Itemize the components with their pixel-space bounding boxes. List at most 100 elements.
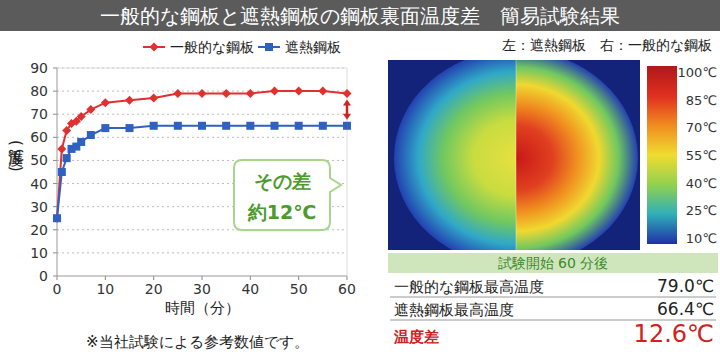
x-tick bbox=[153, 276, 154, 280]
row-label: 一般的な鋼板最高温度 bbox=[394, 278, 544, 296]
condition: 試験開始 60 分後 bbox=[498, 255, 609, 271]
annotation: 約12℃ bbox=[247, 201, 316, 223]
row-value: 12.6℃ bbox=[634, 320, 714, 348]
row-value: 79.0℃ bbox=[657, 276, 714, 296]
data-point bbox=[198, 122, 206, 130]
data-point bbox=[198, 89, 207, 98]
x-tick bbox=[250, 276, 251, 280]
data-point bbox=[295, 122, 303, 130]
condition-band bbox=[388, 253, 718, 273]
x-tick-label: 0 bbox=[53, 281, 62, 297]
y-tick-label: 20 bbox=[30, 222, 48, 238]
thermal-caption: 左：遮熱鋼板 右：一般的な鋼板 bbox=[502, 37, 712, 53]
row-rule bbox=[390, 297, 716, 298]
plot-frame bbox=[57, 68, 347, 69]
plot-frame bbox=[347, 68, 348, 276]
data-point bbox=[222, 122, 230, 130]
y-tick bbox=[53, 91, 57, 92]
y-tick-label: 0 bbox=[39, 268, 48, 284]
y-tick-label: 10 bbox=[30, 245, 48, 261]
data-point bbox=[62, 126, 71, 135]
x-tick bbox=[202, 276, 203, 280]
y-tick bbox=[53, 229, 57, 230]
data-point bbox=[150, 122, 158, 130]
data-point bbox=[53, 214, 61, 222]
annotation: その差 bbox=[254, 170, 311, 192]
arrow-head bbox=[343, 114, 351, 120]
data-point bbox=[318, 87, 327, 96]
legend-label: 遮熱鋼板 bbox=[285, 39, 341, 55]
thermal-divider bbox=[516, 60, 517, 250]
data-point bbox=[173, 89, 182, 98]
data-point bbox=[58, 168, 66, 176]
x-axis-label: 時間（分） bbox=[165, 299, 240, 317]
legend-label: 一般的な鋼板 bbox=[170, 39, 254, 55]
row-label: 温度差 bbox=[393, 328, 439, 346]
data-point bbox=[343, 122, 351, 130]
colorbar-label: 10℃ bbox=[686, 231, 717, 246]
colorbar-label: 70℃ bbox=[686, 120, 717, 135]
y-axis bbox=[57, 68, 58, 276]
y-axis-label: 温度(℃) bbox=[6, 138, 25, 173]
grid-line bbox=[57, 252, 347, 253]
x-tick bbox=[105, 276, 106, 280]
data-point bbox=[77, 112, 86, 121]
data-point bbox=[319, 122, 327, 130]
x-tick-label: 60 bbox=[338, 281, 356, 297]
x-tick bbox=[57, 276, 58, 280]
y-tick bbox=[53, 183, 57, 184]
colorbar-label: 25℃ bbox=[686, 203, 717, 218]
y-tick-label: 30 bbox=[30, 199, 48, 215]
legend-marker bbox=[265, 43, 273, 51]
y-tick bbox=[53, 137, 57, 138]
y-tick bbox=[53, 206, 57, 207]
data-point bbox=[57, 144, 66, 153]
data-point bbox=[101, 124, 109, 132]
grid-line bbox=[57, 137, 347, 138]
row-value: 66.4℃ bbox=[657, 299, 714, 319]
x-axis bbox=[57, 276, 347, 277]
y-tick bbox=[53, 160, 57, 161]
data-point bbox=[343, 89, 352, 98]
grid-line bbox=[57, 68, 347, 69]
y-tick bbox=[53, 252, 57, 253]
data-point bbox=[53, 214, 62, 223]
y-tick bbox=[53, 114, 57, 115]
data-point bbox=[126, 124, 134, 132]
x-tick bbox=[298, 276, 299, 280]
plot-marks bbox=[53, 87, 352, 223]
y-tick-label: 70 bbox=[30, 106, 48, 122]
x-tick-label: 20 bbox=[145, 281, 163, 297]
data-point bbox=[101, 98, 110, 107]
data-point bbox=[77, 138, 85, 146]
data-point bbox=[246, 122, 254, 130]
data-point bbox=[86, 105, 95, 114]
y-tick-label: 80 bbox=[30, 83, 48, 99]
data-point bbox=[294, 87, 303, 96]
row-label: 遮熱鋼板最高温度 bbox=[394, 301, 514, 319]
header-band bbox=[0, 0, 720, 31]
footnote: ※当社試験による参考数値です。 bbox=[86, 333, 309, 351]
data-point bbox=[63, 154, 71, 162]
y-tick-label: 60 bbox=[30, 129, 48, 145]
data-point bbox=[270, 87, 279, 96]
x-tick-label: 10 bbox=[96, 281, 114, 297]
colorbar-label: 85℃ bbox=[686, 93, 717, 108]
grid-line bbox=[57, 114, 347, 115]
colorbar-label: 100℃ bbox=[678, 65, 717, 80]
colorbar bbox=[647, 66, 677, 244]
data-point bbox=[149, 94, 158, 103]
y-tick bbox=[53, 276, 57, 277]
colorbar-label: 55℃ bbox=[686, 148, 717, 163]
colorbar-label: 40℃ bbox=[686, 176, 717, 191]
y-tick bbox=[53, 68, 57, 69]
data-point bbox=[125, 96, 134, 105]
y-tick-label: 40 bbox=[30, 176, 48, 192]
y-tick-label: 90 bbox=[30, 60, 48, 76]
thermal-left bbox=[394, 60, 516, 250]
x-tick-label: 50 bbox=[290, 281, 308, 297]
x-tick-label: 40 bbox=[241, 281, 259, 297]
difference-arrow bbox=[346, 104, 349, 114]
data-point bbox=[87, 131, 95, 139]
thermal-right bbox=[516, 60, 638, 250]
